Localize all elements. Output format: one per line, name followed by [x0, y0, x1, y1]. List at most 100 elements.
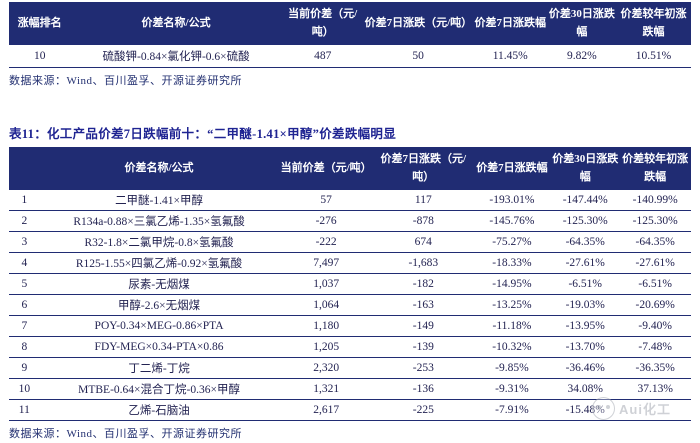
column-header: 价差30日涨跌幅	[551, 147, 620, 191]
table-cell: -20.69%	[619, 294, 691, 317]
table-cell: 2,617	[278, 399, 374, 422]
table-cell: -36.35%	[619, 357, 691, 380]
table-cell: 4	[9, 252, 40, 275]
table-cell: -136	[373, 378, 473, 401]
table-cell: -13.25%	[472, 294, 552, 317]
table-cell: -14.95%	[472, 273, 552, 296]
table-cell: -11.18%	[472, 315, 552, 338]
table-cell: 3	[9, 231, 40, 254]
table-cell: -27.61%	[551, 252, 620, 275]
table-cell: -276	[278, 210, 374, 233]
table-cell: -75.27%	[472, 231, 552, 254]
table-cell: 487	[281, 45, 364, 69]
table-losers-top10: 价差名称/公式 当前价差（元/吨） 价差7日涨跌（元/吨） 价差7日涨跌幅 价差30日涨…	[9, 147, 691, 422]
table-cell: -18.33%	[472, 252, 552, 275]
column-header: 价差30日涨跌幅	[547, 2, 616, 46]
column-header: 当前价差（元/吨）	[281, 2, 364, 46]
table-cell: 2	[9, 210, 40, 233]
table-cell: 5	[9, 273, 40, 296]
table-cell: -139	[373, 336, 473, 359]
table-row: 3 R32-1.8×二氯甲烷-0.8×氢氟酸 -222 674 -75.27% -64.3…	[9, 231, 691, 254]
table-cell: -140.99%	[619, 190, 691, 212]
table-cell: -163	[373, 294, 473, 317]
header-row: 价差名称/公式 当前价差（元/吨） 价差7日涨跌（元/吨） 价差7日涨跌幅 价差30日涨…	[9, 147, 691, 191]
column-header: 价差7日涨跌（元/吨）	[373, 147, 473, 191]
table-row: 6 甲醇-2.6×无烟煤 1,064 -163 -13.25% -19.03% -20.69…	[9, 294, 691, 317]
column-header: 当前价差（元/吨）	[278, 147, 374, 191]
table11-title: 表11：化工产品价差7日跌幅前十：“二甲醚-1.41×甲醇”价差跌幅明显	[9, 127, 397, 142]
table-row: 5 尿素-无烟煤 1,037 -182 -14.95% -6.51% -6.51%	[9, 273, 691, 296]
table-cell: -19.03%	[551, 294, 620, 317]
table-cell: R32-1.8×二氯甲烷-0.8×氢氟酸	[39, 231, 279, 254]
column-header: 价差7日涨跌（元/吨）	[363, 2, 473, 46]
table-cell: -64.35%	[619, 231, 691, 254]
table-cell: 9.82%	[547, 45, 616, 69]
table-cell: -225	[373, 399, 473, 422]
table-cell: -7.91%	[472, 399, 552, 422]
table-cell: 1,037	[278, 273, 374, 296]
table-cell: -13.70%	[551, 336, 620, 359]
table-cell: 50	[363, 45, 473, 69]
table-cell: 2,320	[278, 357, 374, 380]
table-cell: -13.95%	[551, 315, 620, 338]
column-header	[9, 147, 40, 191]
table-row: 7 POY-0.34×MEG-0.86×PTA 1,180 -149 -11.18% -1…	[9, 315, 691, 338]
table-cell: 1,064	[278, 294, 374, 317]
table-row: 10 MTBE-0.64×混合丁烷-0.36×甲醇 1,321 -136 -9.31% 3…	[9, 378, 691, 401]
table-cell: -1,683	[373, 252, 473, 275]
table-cell: 8	[9, 336, 40, 359]
table-row: 2 R134a-0.88×三氯乙烯-1.35×氢氟酸 -276 -878 -145.76…	[9, 210, 691, 233]
table-cell: -878	[373, 210, 473, 233]
table-cell: -36.46%	[551, 357, 620, 380]
column-header: 价差较年初涨跌幅	[615, 2, 691, 46]
table-cell: 7	[9, 315, 40, 338]
column-header: 价差名称/公式	[39, 147, 279, 191]
table-cell: 1,180	[278, 315, 374, 338]
table-cell: 乙烯-石脑油	[39, 399, 279, 422]
table-cell: -125.30%	[551, 210, 620, 233]
table-cell: -64.35%	[551, 231, 620, 254]
table-cell: 11	[9, 399, 40, 422]
column-header: 价差较年初涨跌幅	[619, 147, 691, 191]
table-cell: -253	[373, 357, 473, 380]
table-cell: 甲醇-2.6×无烟煤	[39, 294, 279, 317]
table-cell	[619, 399, 691, 422]
table-cell: -10.32%	[472, 336, 552, 359]
table-cell: -9.31%	[472, 378, 552, 401]
table-row: 8 FDY-MEG×0.34-PTA×0.86 1,205 -139 -10.32% -1…	[9, 336, 691, 359]
table-row: 1 二甲醚-1.41×甲醇 57 117 -193.01% -147.44% -140.99…	[9, 190, 691, 212]
table-cell: -6.51%	[551, 273, 620, 296]
table-row: 10 硫酸钾-0.84×氯化钾-0.6×硫酸 487 50 11.45% 9.82% 10.…	[9, 45, 691, 69]
table-cell: -222	[278, 231, 374, 254]
table-cell: 674	[373, 231, 473, 254]
table-cell: 硫酸钾-0.84×氯化钾-0.6×硫酸	[70, 45, 282, 69]
table-cell: 10.51%	[615, 45, 691, 69]
table-cell: 11.45%	[472, 45, 548, 69]
table-cell: -149	[373, 315, 473, 338]
table-cell: 10	[9, 378, 40, 401]
table-gainers-top: 涨幅排名 价差名称/公式 当前价差（元/吨） 价差7日涨跌（元/吨） 价差7日涨跌幅 价差…	[9, 2, 691, 69]
column-header: 价差7日涨跌幅	[472, 147, 552, 191]
table-cell: 1	[9, 190, 40, 212]
table-cell: -145.76%	[472, 210, 552, 233]
table-row: 9 丁二烯-丁烷 2,320 -253 -9.85% -36.46% -36.35%	[9, 357, 691, 380]
column-header: 涨幅排名	[9, 2, 71, 46]
table-cell: -7.48%	[619, 336, 691, 359]
table-cell: 34.08%	[551, 378, 620, 401]
table-cell: 37.13%	[619, 378, 691, 401]
table-cell: 6	[9, 294, 40, 317]
column-header: 价差名称/公式	[70, 2, 282, 46]
table-cell: -6.51%	[619, 273, 691, 296]
data-source-note-bottom: 数据来源：Wind、百川盈孚、开源证券研究所	[9, 428, 242, 441]
table-cell: 9	[9, 357, 40, 380]
table-cell: -182	[373, 273, 473, 296]
data-source-note-top: 数据来源：Wind、百川盈孚、开源证券研究所	[9, 75, 242, 88]
table-cell: 10	[9, 45, 71, 69]
table-cell: 丁二烯-丁烷	[39, 357, 279, 380]
table-cell: -125.30%	[619, 210, 691, 233]
table-cell: R134a-0.88×三氯乙烯-1.35×氢氟酸	[39, 210, 279, 233]
table-cell: MTBE-0.64×混合丁烷-0.36×甲醇	[39, 378, 279, 401]
table-cell: R125-1.55×四氯乙烯-0.92×氢氟酸	[39, 252, 279, 275]
table-cell: 117	[373, 190, 473, 212]
